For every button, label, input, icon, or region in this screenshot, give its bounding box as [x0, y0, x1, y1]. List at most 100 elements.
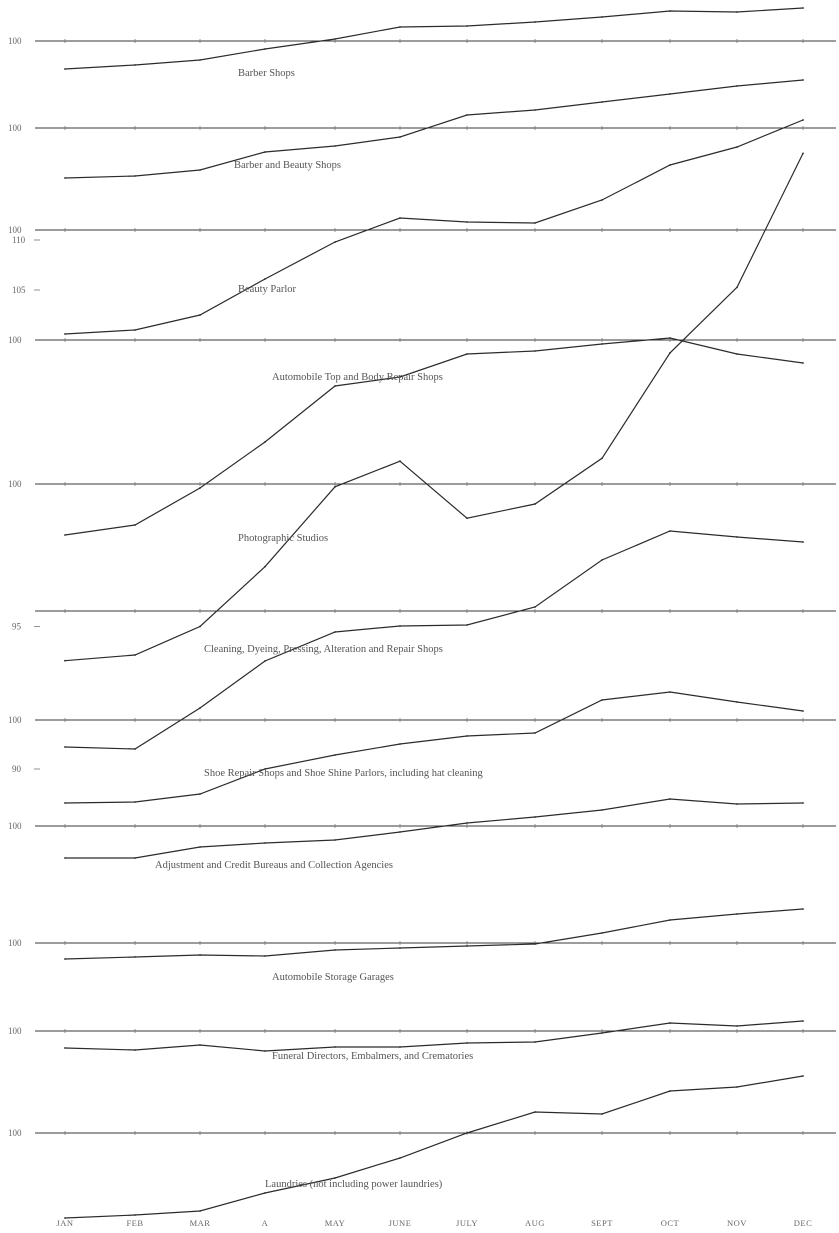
data-point — [264, 660, 266, 662]
data-point — [334, 241, 336, 243]
data-point — [466, 735, 468, 737]
data-point — [802, 710, 804, 712]
data-point — [601, 101, 603, 103]
month-label: JUNE — [389, 1218, 412, 1228]
data-point — [736, 1086, 738, 1088]
panel-label: Shoe Repair Shops and Shoe Shine Parlors… — [204, 768, 484, 779]
data-point — [466, 822, 468, 824]
data-point — [399, 625, 401, 627]
panel-11: 100 Laundries (not including power laundr… — [8, 1075, 836, 1219]
data-point — [264, 1192, 266, 1194]
y-tick-label: 90 — [12, 764, 22, 774]
month-label: SEPT — [591, 1218, 613, 1228]
data-point — [134, 1049, 136, 1051]
data-point — [399, 947, 401, 949]
data-point — [64, 534, 66, 536]
data-point — [199, 314, 201, 316]
data-point — [601, 199, 603, 201]
month-label: JAN — [56, 1218, 73, 1228]
baseline-label: 100 — [8, 821, 22, 831]
series-line — [64, 337, 804, 536]
y-tick-label: 110 — [12, 235, 26, 245]
data-point — [802, 79, 804, 81]
data-point — [601, 699, 603, 701]
data-point — [466, 114, 468, 116]
panel-label: Cleaning, Dyeing, Pressing, Alteration a… — [204, 644, 443, 655]
data-point — [199, 707, 201, 709]
panel-3: 100 Beauty Parlor — [8, 119, 836, 335]
panel-label: Funeral Directors, Embalmers, and Cremat… — [272, 1051, 473, 1062]
panel-label: Barber Shops — [238, 68, 295, 79]
data-point — [264, 151, 266, 153]
series-line — [64, 908, 804, 960]
data-point — [669, 530, 671, 532]
panel-10: 100 Funeral Directors, Embalmers, and Cre… — [8, 1020, 836, 1062]
data-point — [736, 11, 738, 13]
data-point — [736, 1025, 738, 1027]
baseline-label: 100 — [8, 1128, 22, 1138]
month-label: OCT — [661, 1218, 680, 1228]
data-point — [466, 945, 468, 947]
data-point — [134, 175, 136, 177]
month-label: JULY — [456, 1218, 478, 1228]
panel-label: Automobile Storage Garages — [272, 972, 394, 983]
data-point — [601, 16, 603, 18]
data-point — [334, 485, 336, 488]
data-point — [466, 353, 468, 355]
data-point — [399, 1157, 401, 1159]
data-point — [199, 846, 201, 848]
series-line — [64, 691, 804, 804]
data-point — [736, 286, 738, 289]
month-label: MAR — [190, 1218, 211, 1228]
data-point — [134, 857, 136, 859]
data-point — [534, 606, 536, 608]
data-point — [466, 624, 468, 626]
series-line — [64, 119, 804, 335]
data-point — [399, 831, 401, 833]
data-point — [669, 691, 671, 693]
panel-6: Cleaning, Dyeing, Pressing, Alteration a… — [35, 530, 836, 750]
data-point — [264, 441, 266, 443]
data-point — [334, 949, 336, 951]
data-point — [601, 559, 603, 561]
data-point — [134, 956, 136, 958]
data-point — [534, 732, 536, 734]
data-point — [669, 337, 671, 339]
data-point — [466, 1042, 468, 1044]
data-point — [64, 659, 66, 662]
data-point — [399, 376, 401, 378]
data-point — [802, 802, 804, 804]
data-point — [802, 152, 804, 155]
data-point — [334, 1046, 336, 1048]
month-label: DEC — [794, 1218, 813, 1228]
data-point — [334, 839, 336, 841]
data-point — [466, 25, 468, 27]
data-point — [334, 145, 336, 147]
y-tick-label: 105 — [12, 285, 26, 295]
data-point — [264, 565, 266, 568]
data-point — [669, 164, 671, 166]
month-axis: JAN FEB MAR A MAY JUNE JULY AUG SEPT OCT NOV DEC — [56, 1218, 813, 1228]
data-point — [802, 908, 804, 910]
data-point — [199, 954, 201, 956]
baseline-label: 100 — [8, 36, 22, 46]
data-point — [199, 169, 201, 171]
baseline-label: 100 — [8, 225, 22, 235]
series-line — [64, 530, 804, 750]
data-point — [802, 119, 804, 121]
month-label: A — [262, 1218, 269, 1228]
panel-8: 100 Adjustment and Credit Bureaus and Col… — [8, 798, 836, 871]
data-point — [134, 329, 136, 331]
data-point — [601, 457, 603, 460]
data-point — [669, 1090, 671, 1092]
data-point — [466, 1132, 468, 1134]
data-point — [64, 177, 66, 179]
data-point — [669, 798, 671, 800]
panel-4: 100 110 105 Automobile Top and Body Repair … — [8, 235, 836, 536]
data-point — [399, 217, 401, 219]
panel-1: 100 Barber Shops — [8, 7, 836, 79]
data-point — [199, 59, 201, 61]
data-point — [199, 1044, 201, 1046]
data-point — [64, 746, 66, 748]
